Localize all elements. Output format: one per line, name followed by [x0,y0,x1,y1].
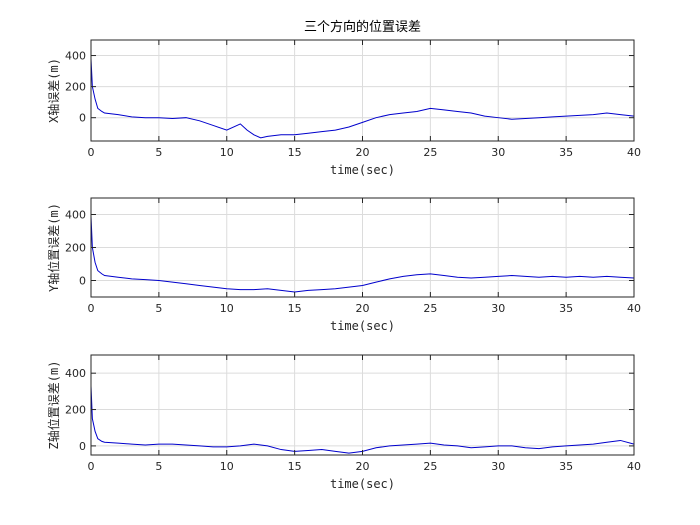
x-tick-label: 0 [88,460,95,473]
x-tick-label: 15 [288,460,302,473]
x-tick-label: 40 [627,146,641,159]
x-tick-label: 40 [627,460,641,473]
subplot-1: 0 5 10 15 20 25 30 35 400200400time(sec)X轴误差(m)三… [46,19,641,177]
x-tick-label: 30 [491,460,505,473]
y-axis-label: X轴误差(m) [46,58,61,123]
y-tick-label: 0 [79,440,86,453]
x-tick-label: 10 [220,460,234,473]
x-tick-label: 40 [627,302,641,315]
x-tick-label: 0 [88,146,95,159]
x-tick-label: 30 [491,302,505,315]
x-tick-label: 20 [356,302,370,315]
y-tick-label: 200 [65,81,86,94]
x-tick-label: 15 [288,302,302,315]
x-tick-label: 35 [559,460,573,473]
y-tick-label: 400 [65,367,86,380]
y-tick-label: 0 [79,112,86,125]
y-tick-label: 200 [65,404,86,417]
x-tick-label: 15 [288,146,302,159]
x-axis-label: time(sec) [330,319,395,333]
x-tick-label: 25 [423,460,437,473]
x-tick-label: 5 [155,146,162,159]
subplot-3: 0 5 10 15 20 25 30 35 400200400time(sec)Z轴位置误差(m… [46,354,641,491]
x-tick-label: 25 [423,302,437,315]
x-tick-label: 20 [356,146,370,159]
x-tick-label: 35 [559,302,573,315]
y-axis-label: Z轴位置误差(m) [46,361,61,450]
y-tick-label: 0 [79,275,86,288]
y-tick-label: 400 [65,50,86,63]
y-tick-label: 400 [65,209,86,222]
x-tick-label: 20 [356,460,370,473]
x-tick-label: 5 [155,460,162,473]
series-line-1 [90,58,635,139]
x-tick-label: 0 [88,302,95,315]
x-tick-label: 30 [491,146,505,159]
chart-title: 三个方向的位置误差 [304,19,421,35]
x-tick-label: 10 [220,302,234,315]
x-axis-label: time(sec) [330,163,395,177]
y-tick-label: 200 [65,242,86,255]
x-axis-label: time(sec) [330,477,395,491]
subplot-2: 0 5 10 15 20 25 30 35 400200400time(sec)Y轴位置误差(m… [46,197,641,333]
x-tick-label: 5 [155,302,162,315]
x-tick-label: 25 [423,146,437,159]
x-tick-label: 10 [220,146,234,159]
series-line-1 [90,216,635,293]
x-tick-label: 35 [559,146,573,159]
y-axis-label: Y轴位置误差(m) [46,203,61,292]
series-line-1 [90,385,635,454]
